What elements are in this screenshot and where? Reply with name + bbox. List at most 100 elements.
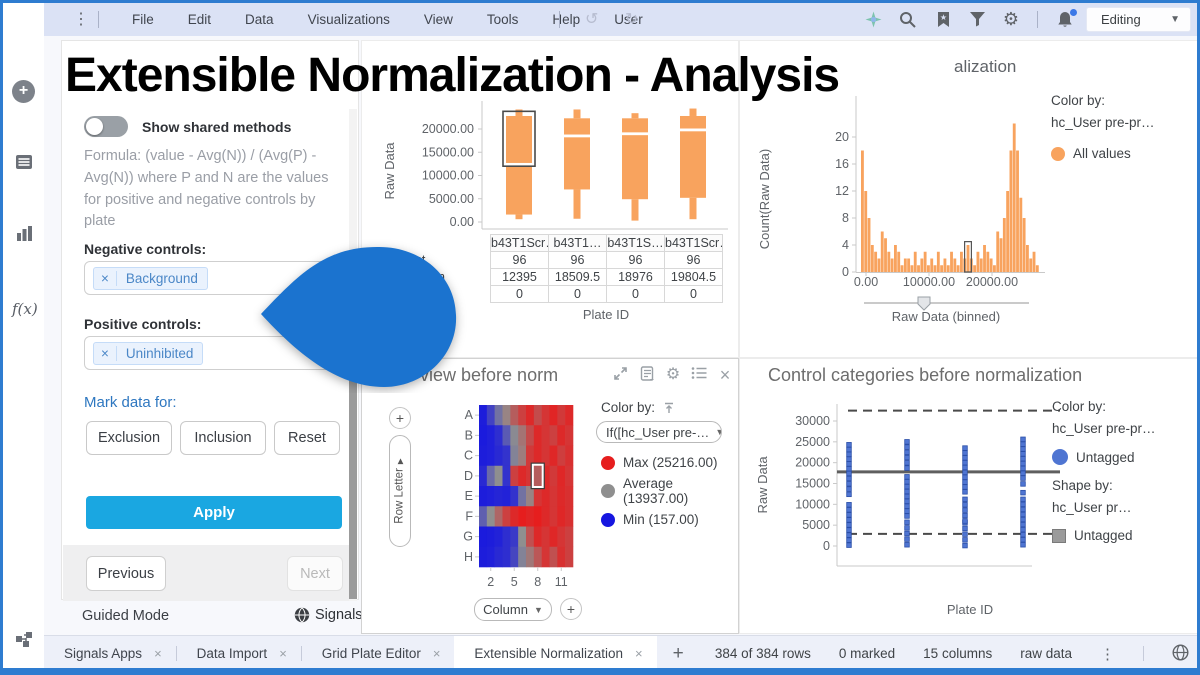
legend-item[interactable]: Untagged xyxy=(1052,449,1156,465)
bookmark-icon[interactable]: ★ xyxy=(931,3,955,36)
legend-label: Min (157.00) xyxy=(623,512,699,527)
menu-item-file[interactable]: File xyxy=(132,12,154,27)
close-tab-icon[interactable]: × xyxy=(279,646,287,661)
settings-gear-icon[interactable]: ⚙ xyxy=(1002,9,1020,29)
row-axis-selector[interactable]: Row Letter ▸ xyxy=(389,435,411,547)
stats-cell[interactable]: 96 xyxy=(665,252,723,269)
page-tab-signals-apps[interactable]: Signals Apps × xyxy=(64,646,162,661)
globe-icon[interactable] xyxy=(1172,643,1189,664)
page-tab-grid-plate-editor[interactable]: Grid Plate Editor × xyxy=(321,646,441,661)
ai-assistant-icon[interactable] xyxy=(861,3,885,36)
menu-item-data[interactable]: Data xyxy=(245,12,274,27)
redo-icon[interactable]: ↻ xyxy=(625,11,639,28)
scatter-chart[interactable]: 0 5000 10000 15000 20000 25000 30000 Raw Data xyxy=(740,359,1197,633)
plate-column-header[interactable]: b43T1… xyxy=(549,235,607,252)
status-raw-data[interactable]: raw data xyxy=(1020,646,1072,661)
boxplot-stats-table[interactable]: b43T1Scr…b43T1…b43T1S…b43T1Scr…969696961… xyxy=(490,234,723,303)
legend-item[interactable]: Min (157.00) xyxy=(601,512,738,527)
editing-mode-label: Editing xyxy=(1101,12,1141,27)
page-tab-extensible-normalization[interactable]: Extensible Normalization × xyxy=(454,635,657,668)
add-icon[interactable]: + xyxy=(12,80,35,103)
menu-item-visualizations[interactable]: Visualizations xyxy=(307,12,390,27)
boxplot-chart[interactable]: 20000.00 15000.00 10000.00 5000.00 0.00 Raw D… xyxy=(362,41,738,357)
status-0-marked[interactable]: 0 marked xyxy=(838,646,896,661)
divider xyxy=(98,11,99,28)
notifications-bell-icon[interactable] xyxy=(1053,3,1079,36)
stats-cell[interactable]: 0 xyxy=(665,286,723,303)
functions-icon[interactable]: f(x) xyxy=(12,300,38,318)
legend-item[interactable]: Average (13937.00) xyxy=(601,476,738,506)
stats-cell[interactable]: 0 xyxy=(607,286,665,303)
visualization-types-icon[interactable] xyxy=(12,224,35,247)
close-tab-icon[interactable]: × xyxy=(154,646,162,661)
svg-text:20000.00: 20000.00 xyxy=(422,122,474,136)
menu-item-tools[interactable]: Tools xyxy=(486,12,519,27)
close-tab-icon[interactable]: × xyxy=(432,646,441,661)
status-kebab-icon[interactable]: ⋮ xyxy=(1100,645,1115,663)
stats-cell[interactable]: 96 xyxy=(491,252,549,269)
stats-cell[interactable]: 19804.5 xyxy=(665,269,723,286)
scatter-panel-title: Control categories before normalization xyxy=(768,365,1083,385)
zoom-slider-expand-icon[interactable]: + xyxy=(389,407,411,429)
svg-text:20: 20 xyxy=(835,130,849,144)
plate-column-header[interactable]: b43T1Scr… xyxy=(665,235,723,252)
filter-icon[interactable] xyxy=(965,3,989,36)
histogram-chart[interactable]: 0 4 8 12 16 20 Count(Raw Data) 0.00 10000.00 2000… xyxy=(740,41,1197,357)
kebab-menu-icon[interactable]: ⋮ xyxy=(73,11,89,28)
stats-cell[interactable]: 96 xyxy=(549,252,607,269)
menu-item-view[interactable]: View xyxy=(423,12,453,27)
apply-button[interactable]: Apply xyxy=(86,496,342,529)
bin-slider-handle[interactable] xyxy=(917,296,931,311)
data-panel-icon[interactable] xyxy=(12,152,35,175)
legend-item[interactable]: Untagged xyxy=(1052,528,1156,543)
column-axis-selector[interactable]: Column ▼ xyxy=(474,598,552,621)
remove-tag-icon[interactable]: × xyxy=(94,271,117,286)
visualization-list-icon[interactable] xyxy=(689,366,709,386)
details-icon[interactable] xyxy=(637,366,657,386)
plate-column-header[interactable]: b43T1S… xyxy=(607,235,665,252)
color-by-dropdown[interactable]: If([hc_User pre-… ▼ xyxy=(596,421,722,443)
svg-text:30000: 30000 xyxy=(795,414,830,428)
inclusion-button[interactable]: Inclusion xyxy=(180,421,266,455)
svg-text:★: ★ xyxy=(939,13,946,22)
menu-item-edit[interactable]: Edit xyxy=(187,12,212,27)
previous-button[interactable]: Previous xyxy=(86,556,166,591)
heatmap-legend: Color by: If([hc_User pre-… ▼ Max (25216… xyxy=(596,400,738,527)
stats-cell[interactable]: 0 xyxy=(549,286,607,303)
exclusion-button[interactable]: Exclusion xyxy=(86,421,172,455)
stats-cell[interactable]: 18509.5 xyxy=(549,269,607,286)
legend-color-dot xyxy=(601,455,615,470)
stats-cell[interactable]: 18976 xyxy=(607,269,665,286)
add-page-button[interactable]: + xyxy=(672,642,684,664)
svg-text:A: A xyxy=(465,408,474,422)
stats-cell[interactable]: 12395 xyxy=(491,269,549,286)
stats-cell[interactable]: 96 xyxy=(607,252,665,269)
menu-item-user[interactable]: User xyxy=(614,12,643,27)
column-expand-icon[interactable]: + xyxy=(560,598,582,620)
collaboration-icon[interactable] xyxy=(12,628,35,651)
close-icon[interactable]: × xyxy=(719,365,731,385)
properties-gear-icon[interactable]: ⚙ xyxy=(665,366,681,383)
remove-tag-icon[interactable]: × xyxy=(94,346,117,361)
legend-item[interactable]: All values xyxy=(1051,146,1155,161)
status-15-columns[interactable]: 15 columns xyxy=(923,646,993,661)
page-tab-data-import[interactable]: Data Import × xyxy=(196,646,287,661)
legend-item[interactable]: Max (25216.00) xyxy=(601,455,738,470)
status-384-of-384-rows[interactable]: 384 of 384 rows xyxy=(714,646,811,661)
panel-scrollbar-thumb[interactable] xyxy=(349,251,357,599)
maximize-icon[interactable] xyxy=(610,366,630,386)
guided-analysis-panel: Show shared methods Formula: (value - Av… xyxy=(61,40,363,624)
search-icon[interactable] xyxy=(895,3,919,36)
plate-column-header[interactable]: b43T1Scr… xyxy=(491,235,549,252)
undo-icon[interactable]: ↺ xyxy=(585,11,599,28)
close-tab-icon[interactable]: × xyxy=(635,646,643,661)
editing-mode-dropdown[interactable]: Editing ▼ xyxy=(1086,7,1191,32)
sort-up-icon[interactable] xyxy=(663,402,675,414)
svg-text:2: 2 xyxy=(487,575,494,589)
show-shared-methods-toggle[interactable] xyxy=(84,116,128,137)
next-button[interactable]: Next xyxy=(287,556,343,591)
stats-cell[interactable]: 0 xyxy=(491,286,549,303)
reset-button[interactable]: Reset xyxy=(274,421,340,455)
